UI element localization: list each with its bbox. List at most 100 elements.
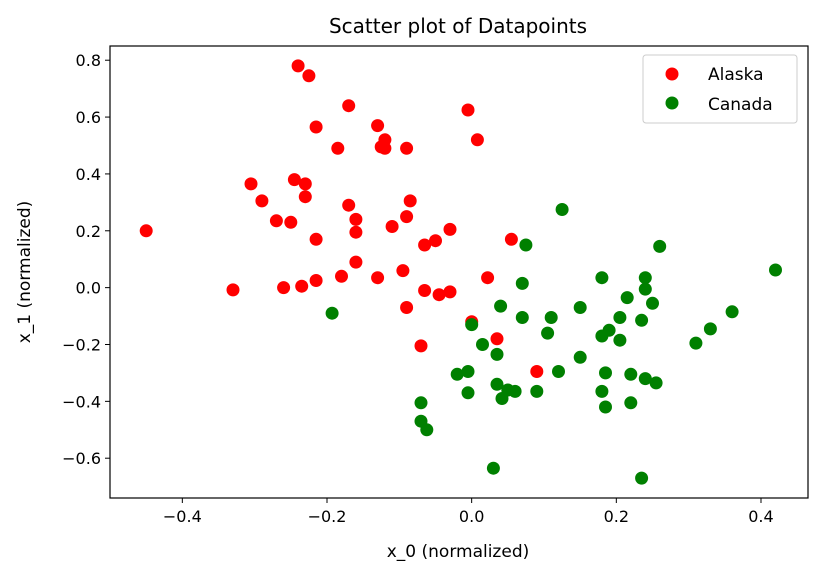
x-tick-label: 0.0 (459, 507, 484, 526)
y-axis-ticks: −0.6 −0.4 −0.2 0.0 0.2 0.4 0.6 0.8 (62, 51, 110, 468)
legend-box (642, 54, 798, 124)
data-points (139, 59, 782, 485)
point-canada-31 (552, 365, 565, 378)
y-axis-label: x_1 (normalized) (15, 201, 35, 344)
point-canada-37 (508, 384, 522, 398)
y-tick-label: −0.4 (62, 392, 101, 411)
y-tick-label: 0.8 (76, 51, 101, 70)
point-alaska-5 (371, 119, 385, 133)
point-canada-28 (461, 365, 475, 378)
legend-marker-canada (665, 96, 679, 110)
point-canada-46 (420, 423, 434, 437)
point-canada-11 (573, 301, 587, 314)
point-alaska-13 (287, 173, 301, 187)
point-alaska-46 (414, 339, 428, 353)
x-axis-ticks: −0.4 −0.2 0.0 0.2 0.4 (163, 498, 774, 526)
x-tick-label: −0.4 (163, 507, 202, 526)
legend-label-alaska: Alaska (708, 65, 764, 85)
point-alaska-31 (349, 255, 363, 269)
point-canada-12 (725, 305, 739, 319)
point-alaska-8 (331, 141, 345, 155)
point-alaska-15 (255, 194, 269, 208)
point-canada-1 (519, 238, 533, 252)
point-alaska-2 (342, 99, 356, 113)
point-canada-6 (638, 271, 652, 285)
point-canada-23 (613, 333, 627, 347)
legend-marker-alaska (665, 67, 679, 81)
point-canada-27 (573, 350, 587, 364)
point-canada-34 (649, 376, 663, 390)
point-canada-10 (494, 299, 508, 313)
point-alaska-1 (302, 69, 316, 83)
point-alaska-29 (418, 238, 432, 252)
legend: Alaska Canada (642, 54, 798, 124)
point-canada-35 (490, 377, 504, 391)
point-alaska-45 (490, 332, 504, 346)
point-alaska-16 (298, 190, 312, 204)
point-alaska-40 (418, 284, 432, 297)
point-canada-3 (769, 263, 782, 277)
point-canada-7 (638, 282, 652, 296)
x-tick-label: 0.4 (748, 507, 773, 526)
point-canada-43 (414, 396, 428, 410)
point-alaska-22 (400, 210, 414, 224)
point-alaska-42 (432, 288, 446, 302)
point-canada-21 (541, 326, 555, 340)
point-alaska-11 (400, 141, 414, 155)
point-alaska-7 (470, 133, 484, 147)
point-canada-19 (703, 322, 717, 336)
point-canada-44 (599, 400, 612, 414)
point-canada-30 (599, 366, 612, 380)
point-canada-32 (624, 367, 638, 381)
point-canada-17 (635, 313, 649, 327)
point-canada-41 (495, 392, 509, 405)
point-canada-26 (490, 347, 504, 361)
point-canada-38 (530, 384, 544, 398)
point-canada-39 (595, 384, 609, 398)
point-alaska-4 (309, 120, 323, 134)
point-alaska-17 (403, 194, 417, 208)
point-canada-25 (476, 338, 489, 351)
point-canada-29 (450, 367, 464, 381)
legend-label-canada: Canada (708, 95, 773, 115)
point-alaska-3 (461, 103, 475, 117)
point-alaska-36 (481, 271, 495, 285)
point-canada-42 (624, 396, 638, 410)
point-alaska-38 (277, 281, 291, 295)
point-alaska-28 (429, 234, 442, 248)
point-alaska-37 (226, 283, 240, 297)
point-alaska-43 (400, 301, 414, 314)
y-tick-label: 0.2 (76, 222, 101, 241)
point-alaska-0 (291, 59, 305, 73)
plot-frame (109, 45, 809, 499)
point-alaska-47 (530, 365, 544, 378)
point-canada-40 (461, 386, 475, 400)
x-tick-label: 0.2 (604, 507, 629, 526)
point-alaska-39 (295, 279, 309, 293)
point-alaska-27 (309, 232, 323, 246)
point-canada-16 (613, 311, 627, 324)
point-alaska-26 (349, 225, 363, 239)
point-canada-48 (635, 471, 649, 485)
point-canada-9 (646, 296, 659, 310)
point-canada-2 (653, 239, 667, 253)
point-canada-4 (515, 276, 529, 290)
point-canada-0 (555, 203, 569, 216)
point-alaska-34 (371, 271, 385, 285)
point-canada-18 (465, 318, 479, 332)
y-tick-label: −0.2 (62, 335, 101, 354)
point-canada-13 (325, 306, 339, 320)
point-alaska-41 (443, 285, 457, 299)
point-alaska-33 (335, 269, 348, 283)
point-alaska-14 (298, 177, 312, 191)
x-axis-label: x_0 (normalized) (387, 542, 530, 562)
y-tick-label: 0.6 (76, 108, 101, 127)
y-tick-label: 0.0 (76, 279, 101, 298)
x-tick-label: −0.2 (308, 507, 347, 526)
point-alaska-19 (269, 214, 283, 228)
point-canada-24 (689, 336, 703, 350)
point-canada-33 (638, 372, 652, 386)
y-tick-label: 0.4 (76, 165, 101, 184)
point-alaska-21 (349, 212, 363, 226)
